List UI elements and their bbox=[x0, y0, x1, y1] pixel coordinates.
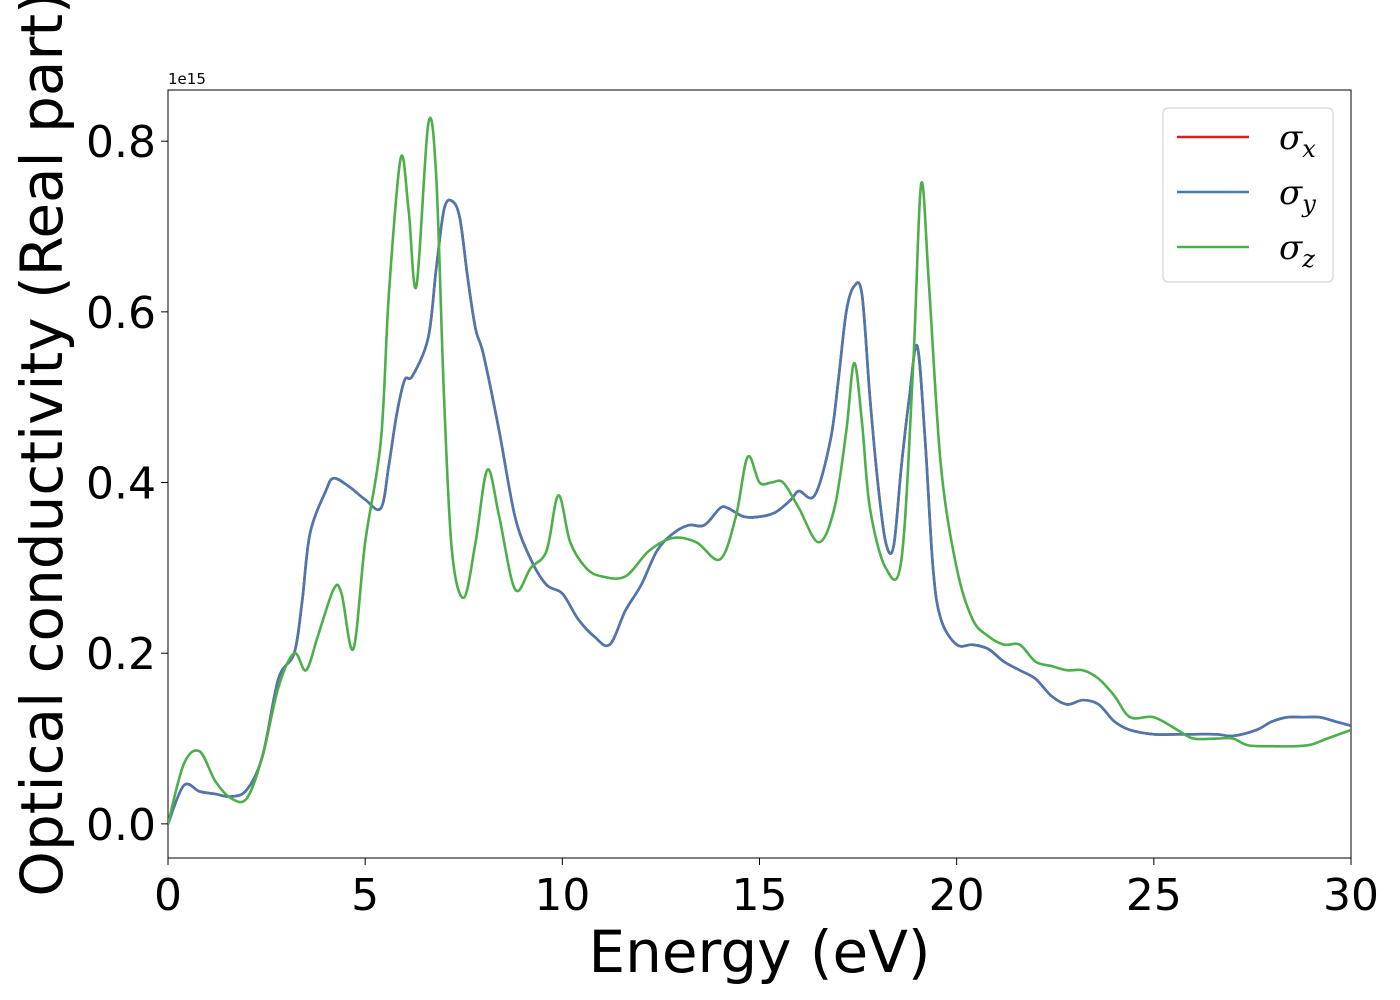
y-axis-label: Optical conductivity (Real part) bbox=[8, 0, 76, 897]
series-line-z bbox=[168, 116, 1351, 825]
y-tick-label: 0.4 bbox=[86, 459, 156, 510]
y-tick-label: 0.0 bbox=[86, 800, 156, 851]
series-layer bbox=[168, 116, 1351, 825]
legend-label-base: σ bbox=[1279, 173, 1303, 213]
y-offset-text: 1e15 bbox=[168, 70, 206, 88]
series-line-y bbox=[168, 198, 1351, 825]
x-tick-label: 20 bbox=[929, 870, 985, 921]
legend-label: σx bbox=[1279, 118, 1316, 163]
x-axis-label: Energy (eV) bbox=[588, 918, 930, 986]
legend-label-base: σ bbox=[1279, 228, 1303, 268]
legend-label-sub: y bbox=[1301, 190, 1316, 218]
x-tick-label: 10 bbox=[534, 870, 590, 921]
legend-label-sub: z bbox=[1301, 245, 1315, 273]
y-tick-label: 0.6 bbox=[86, 288, 156, 339]
legend-entry-y: σy bbox=[1177, 173, 1316, 218]
x-tick-label: 0 bbox=[154, 870, 182, 921]
x-tick-label: 30 bbox=[1323, 870, 1379, 921]
legend-label-base: σ bbox=[1279, 118, 1303, 158]
x-tick-label: 5 bbox=[351, 870, 379, 921]
legend-label: σz bbox=[1279, 228, 1315, 273]
legend-entry-z: σz bbox=[1177, 228, 1315, 273]
legend-box bbox=[1162, 107, 1334, 283]
y-tick-label: 0.8 bbox=[86, 117, 156, 168]
legend-label-sub: x bbox=[1302, 135, 1316, 163]
y-tick-label: 0.2 bbox=[86, 629, 156, 680]
plot-area bbox=[167, 89, 1352, 859]
legend-label: σy bbox=[1279, 173, 1316, 218]
x-tick-label: 25 bbox=[1126, 870, 1182, 921]
x-axis: 0 5 10 15 20 25 30 bbox=[154, 858, 1379, 921]
x-tick-label: 15 bbox=[732, 870, 788, 921]
y-axis: 0.0 0.2 0.4 0.6 0.8 bbox=[86, 117, 168, 851]
legend-entry-x: σx bbox=[1177, 118, 1316, 163]
